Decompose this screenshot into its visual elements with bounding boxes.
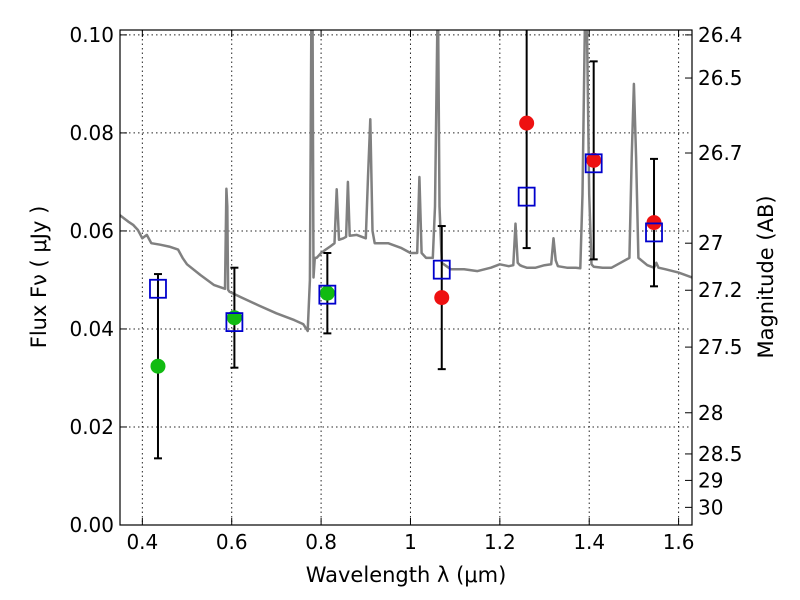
data-point: [519, 115, 535, 131]
mag-tick-label: 29: [698, 468, 723, 492]
mag-tick-label: 26.4: [698, 23, 743, 47]
mag-tick-label: 28.5: [698, 442, 743, 466]
model-point: [645, 222, 663, 243]
data-point: [586, 152, 602, 168]
y-tick-label: 0.04: [69, 317, 114, 341]
x-axis-label: Wavelength λ (μm): [306, 563, 507, 587]
model-point: [149, 278, 167, 299]
model-spectrum-layer: [120, 30, 692, 333]
x-tick-label: 0.4: [126, 530, 158, 554]
y-tick-label: 0.08: [69, 121, 114, 145]
y-tick-label: 0.06: [69, 219, 114, 243]
x-tick-label: 1.6: [663, 530, 695, 554]
model-point: [517, 186, 536, 207]
tick-labels: 0.4 0.6 0.8 1 1.2 1.4 1.6 0.00 0.02 0.04 0.06 0.08 0…: [69, 23, 742, 554]
data-point: [434, 290, 450, 306]
ticks: [120, 30, 692, 526]
model-point: [318, 284, 337, 305]
y-axis-right-label: Magnitude (AB): [754, 195, 778, 358]
x-tick-label: 0.6: [216, 530, 248, 554]
x-tick-label: 1.2: [484, 530, 516, 554]
y-tick-label: 0.10: [69, 23, 114, 47]
mag-tick-label: 28: [698, 401, 723, 425]
mag-tick-label: 27.2: [698, 278, 743, 302]
model-point: [225, 312, 244, 332]
mag-tick-label: 26.5: [698, 66, 743, 90]
model-spectrum-line: [120, 30, 692, 333]
mag-tick-label: 26.7: [698, 141, 743, 165]
y-tick-label: 0.00: [69, 513, 114, 537]
x-tick-label: 1.4: [573, 530, 605, 554]
x-tick-label: 1: [404, 530, 417, 554]
x-tick-label: 0.8: [305, 530, 337, 554]
model-point: [584, 153, 603, 174]
y-tick-label: 0.02: [69, 415, 114, 439]
grid: [120, 30, 692, 526]
mag-tick-label: 27.5: [698, 335, 743, 359]
data-layer: [149, 30, 663, 460]
data-point: [319, 285, 335, 301]
y-axis-label: Flux Fν ( μJy ): [27, 206, 51, 349]
data-point: [150, 358, 166, 374]
mag-tick-label: 30: [698, 495, 723, 519]
plot-frame: [119, 29, 693, 526]
mag-tick-label: 27: [698, 231, 723, 255]
model-point: [432, 259, 451, 280]
